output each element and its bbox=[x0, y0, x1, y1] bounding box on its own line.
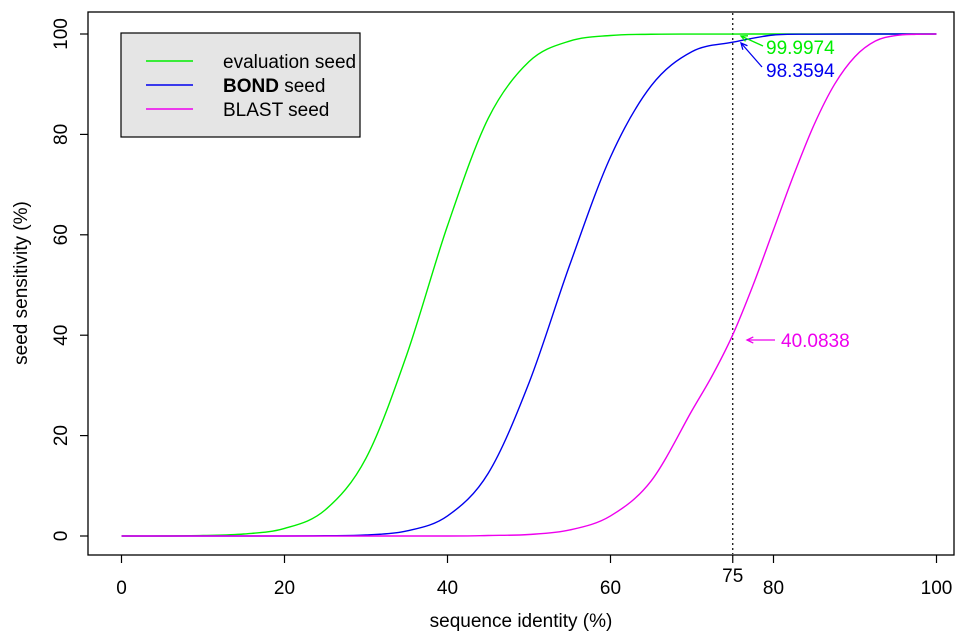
series-layer bbox=[121, 33, 937, 537]
y-tick-label: 60 bbox=[51, 224, 72, 245]
x-axis-title: sequence identity (%) bbox=[430, 611, 613, 632]
annotation-label-1: 98.3594 bbox=[766, 61, 835, 82]
annotation-arrow-0 bbox=[740, 35, 764, 47]
x-tick-label: 20 bbox=[274, 578, 295, 599]
x-tick-label: 0 bbox=[116, 578, 127, 599]
legend-label-0: evaluation seed bbox=[223, 52, 356, 73]
y-tick-label: 40 bbox=[51, 325, 72, 346]
annotation-arrow-1 bbox=[740, 42, 763, 68]
legend: evaluation seed BOND seed BLAST seed bbox=[120, 32, 361, 138]
legend-label-2: BLAST seed bbox=[223, 100, 329, 121]
annotation-arrow-0-head bbox=[739, 35, 749, 42]
y-axis-title: seed sensitivity (%) bbox=[11, 201, 32, 365]
legend-items: evaluation seed BOND seed BLAST seed bbox=[146, 52, 356, 121]
x-tick-label-extra: 75 bbox=[722, 566, 743, 587]
x-tick-label: 100 bbox=[921, 578, 953, 599]
y-tick-label: 20 bbox=[51, 425, 72, 446]
axes: 0 20 40 60 80 100 75 0 20 40 60 80 100 bbox=[51, 18, 952, 599]
annotation-label-0: 99.9974 bbox=[766, 38, 835, 59]
annotation-label-2: 40.0838 bbox=[781, 331, 850, 352]
legend-label-1: BOND seed bbox=[223, 76, 325, 97]
y-tick-label: 80 bbox=[51, 124, 72, 145]
series-line-2 bbox=[121, 33, 937, 537]
y-tick-label: 0 bbox=[51, 531, 72, 542]
x-tick-label: 80 bbox=[763, 578, 784, 599]
annotation-arrow-1-head bbox=[740, 41, 748, 50]
plot-frame bbox=[87, 11, 955, 556]
legend-label-text-1: seed bbox=[279, 76, 325, 97]
annotation-arrow-2-head bbox=[745, 336, 754, 344]
x-tick-label: 60 bbox=[600, 578, 621, 599]
x-tick-label: 40 bbox=[437, 578, 458, 599]
legend-label-text-2: BLAST seed bbox=[223, 100, 329, 121]
legend-label-bold-1: BOND bbox=[223, 76, 279, 97]
y-tick-label: 100 bbox=[51, 18, 72, 50]
legend-label-text-0: evaluation seed bbox=[223, 52, 356, 73]
